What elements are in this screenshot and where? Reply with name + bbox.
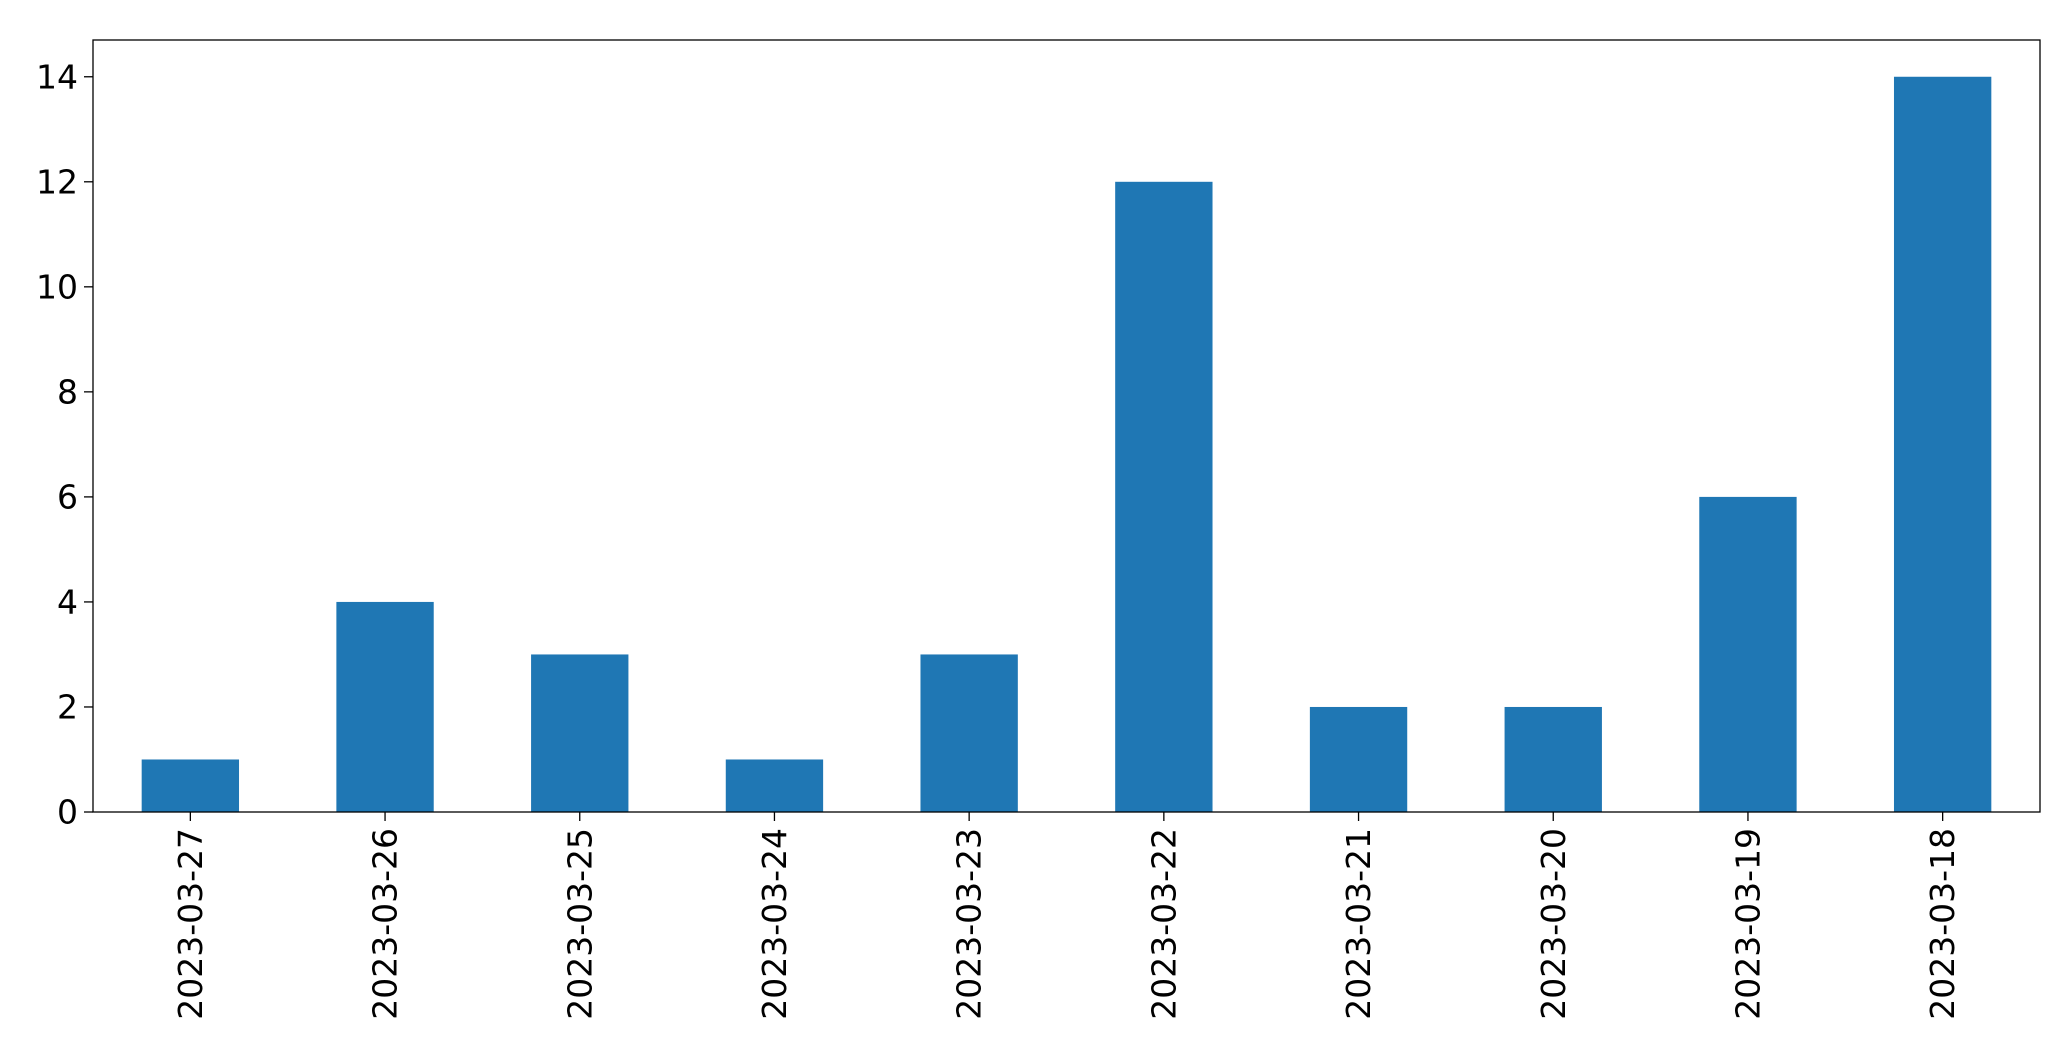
y-tick-label: 14 (36, 57, 78, 96)
bar-2023-03-19 (1699, 496, 1797, 812)
x-tick-label: 2023-03-22 (1144, 828, 1183, 1020)
x-axis: 2023-03-27 2023-03-26 2023-03-25 2023-03-24… (171, 812, 1962, 1020)
bar-2023-03-21 (1309, 706, 1408, 812)
bar-2023-03-27 (141, 759, 240, 812)
y-tick-label: 12 (36, 162, 78, 201)
x-tick-label: 2023-03-21 (1339, 828, 1378, 1020)
y-tick-label: 0 (57, 793, 78, 832)
bars-group (141, 76, 1992, 813)
bar-2023-03-26 (336, 601, 434, 812)
bar-2023-03-22 (1115, 181, 1213, 813)
plot-frame (92, 39, 2041, 813)
bar-2023-03-25 (531, 654, 629, 812)
y-tick-label: 8 (57, 372, 78, 411)
y-axis: 0 2 4 6 8 10 12 14 (36, 57, 93, 832)
y-tick-label: 10 (36, 267, 78, 306)
y-tick-label: 2 (57, 687, 78, 726)
y-tick-label: 4 (57, 582, 78, 621)
bar-2023-03-24 (725, 759, 824, 812)
bar-2023-03-20 (1504, 706, 1602, 812)
y-tick-label: 6 (57, 477, 78, 516)
x-tick-label: 2023-03-24 (755, 828, 794, 1020)
x-tick-label: 2023-03-26 (366, 828, 405, 1020)
bar-2023-03-18 (1893, 76, 1992, 812)
x-tick-label: 2023-03-20 (1534, 828, 1573, 1020)
x-tick-label: 2023-03-23 (950, 828, 989, 1020)
x-tick-label: 2023-03-19 (1728, 828, 1767, 1020)
x-tick-label: 2023-03-18 (1923, 828, 1962, 1020)
bar-2023-03-23 (920, 654, 1018, 812)
x-tick-label: 2023-03-25 (560, 828, 599, 1020)
x-tick-label: 2023-03-27 (171, 828, 210, 1020)
